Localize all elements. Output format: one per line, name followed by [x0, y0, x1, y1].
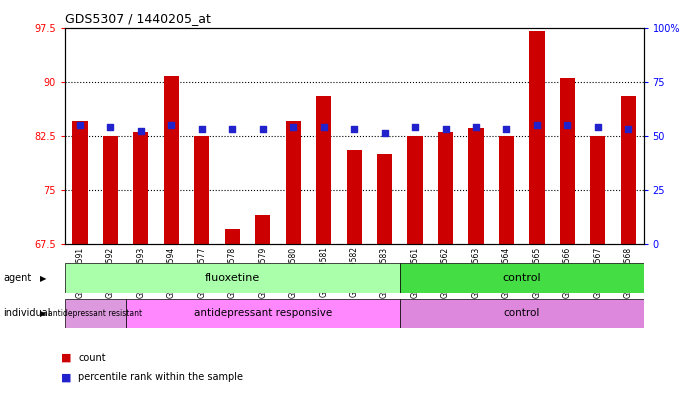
Bar: [72, 121, 88, 244]
Bar: [316, 96, 331, 244]
Text: ▶: ▶: [39, 274, 46, 283]
Text: antidepressant responsive: antidepressant responsive: [193, 309, 332, 318]
Point: [501, 126, 512, 132]
Point: [562, 122, 573, 128]
Bar: [163, 76, 179, 244]
Bar: [125, 299, 400, 328]
Point: [349, 126, 360, 132]
Bar: [194, 136, 209, 244]
Bar: [407, 136, 423, 244]
Point: [471, 124, 481, 130]
Bar: [347, 150, 362, 244]
Text: control: control: [503, 309, 540, 318]
Bar: [377, 154, 392, 244]
Point: [318, 124, 329, 130]
Text: percentile rank within the sample: percentile rank within the sample: [78, 372, 243, 382]
Point: [166, 122, 177, 128]
Point: [105, 124, 116, 130]
Bar: [255, 215, 270, 244]
Point: [74, 122, 85, 128]
Text: antidepressant resistant: antidepressant resistant: [48, 309, 142, 318]
Point: [227, 126, 238, 132]
Bar: [498, 136, 514, 244]
Text: agent: agent: [3, 273, 31, 283]
Text: ▶: ▶: [39, 309, 46, 318]
Bar: [400, 299, 644, 328]
Bar: [225, 229, 240, 244]
Text: GDS5307 / 1440205_at: GDS5307 / 1440205_at: [65, 12, 210, 25]
Text: individual: individual: [3, 309, 51, 318]
Point: [288, 124, 299, 130]
Bar: [133, 132, 148, 244]
Bar: [285, 121, 301, 244]
Text: ■: ■: [61, 353, 72, 363]
Point: [409, 124, 420, 130]
Bar: [65, 299, 125, 328]
Bar: [400, 263, 644, 293]
Bar: [529, 31, 545, 244]
Bar: [620, 96, 636, 244]
Point: [136, 128, 146, 134]
Text: control: control: [503, 273, 541, 283]
Bar: [590, 136, 605, 244]
Bar: [103, 136, 118, 244]
Point: [623, 126, 634, 132]
Point: [440, 126, 451, 132]
Point: [379, 130, 390, 136]
Bar: [560, 78, 575, 244]
Point: [592, 124, 603, 130]
Point: [531, 122, 542, 128]
Text: fluoxetine: fluoxetine: [204, 273, 260, 283]
Text: count: count: [78, 353, 106, 363]
Point: [196, 126, 207, 132]
Bar: [469, 129, 484, 244]
Text: ■: ■: [61, 372, 72, 382]
Bar: [65, 263, 400, 293]
Bar: [438, 132, 453, 244]
Point: [257, 126, 268, 132]
